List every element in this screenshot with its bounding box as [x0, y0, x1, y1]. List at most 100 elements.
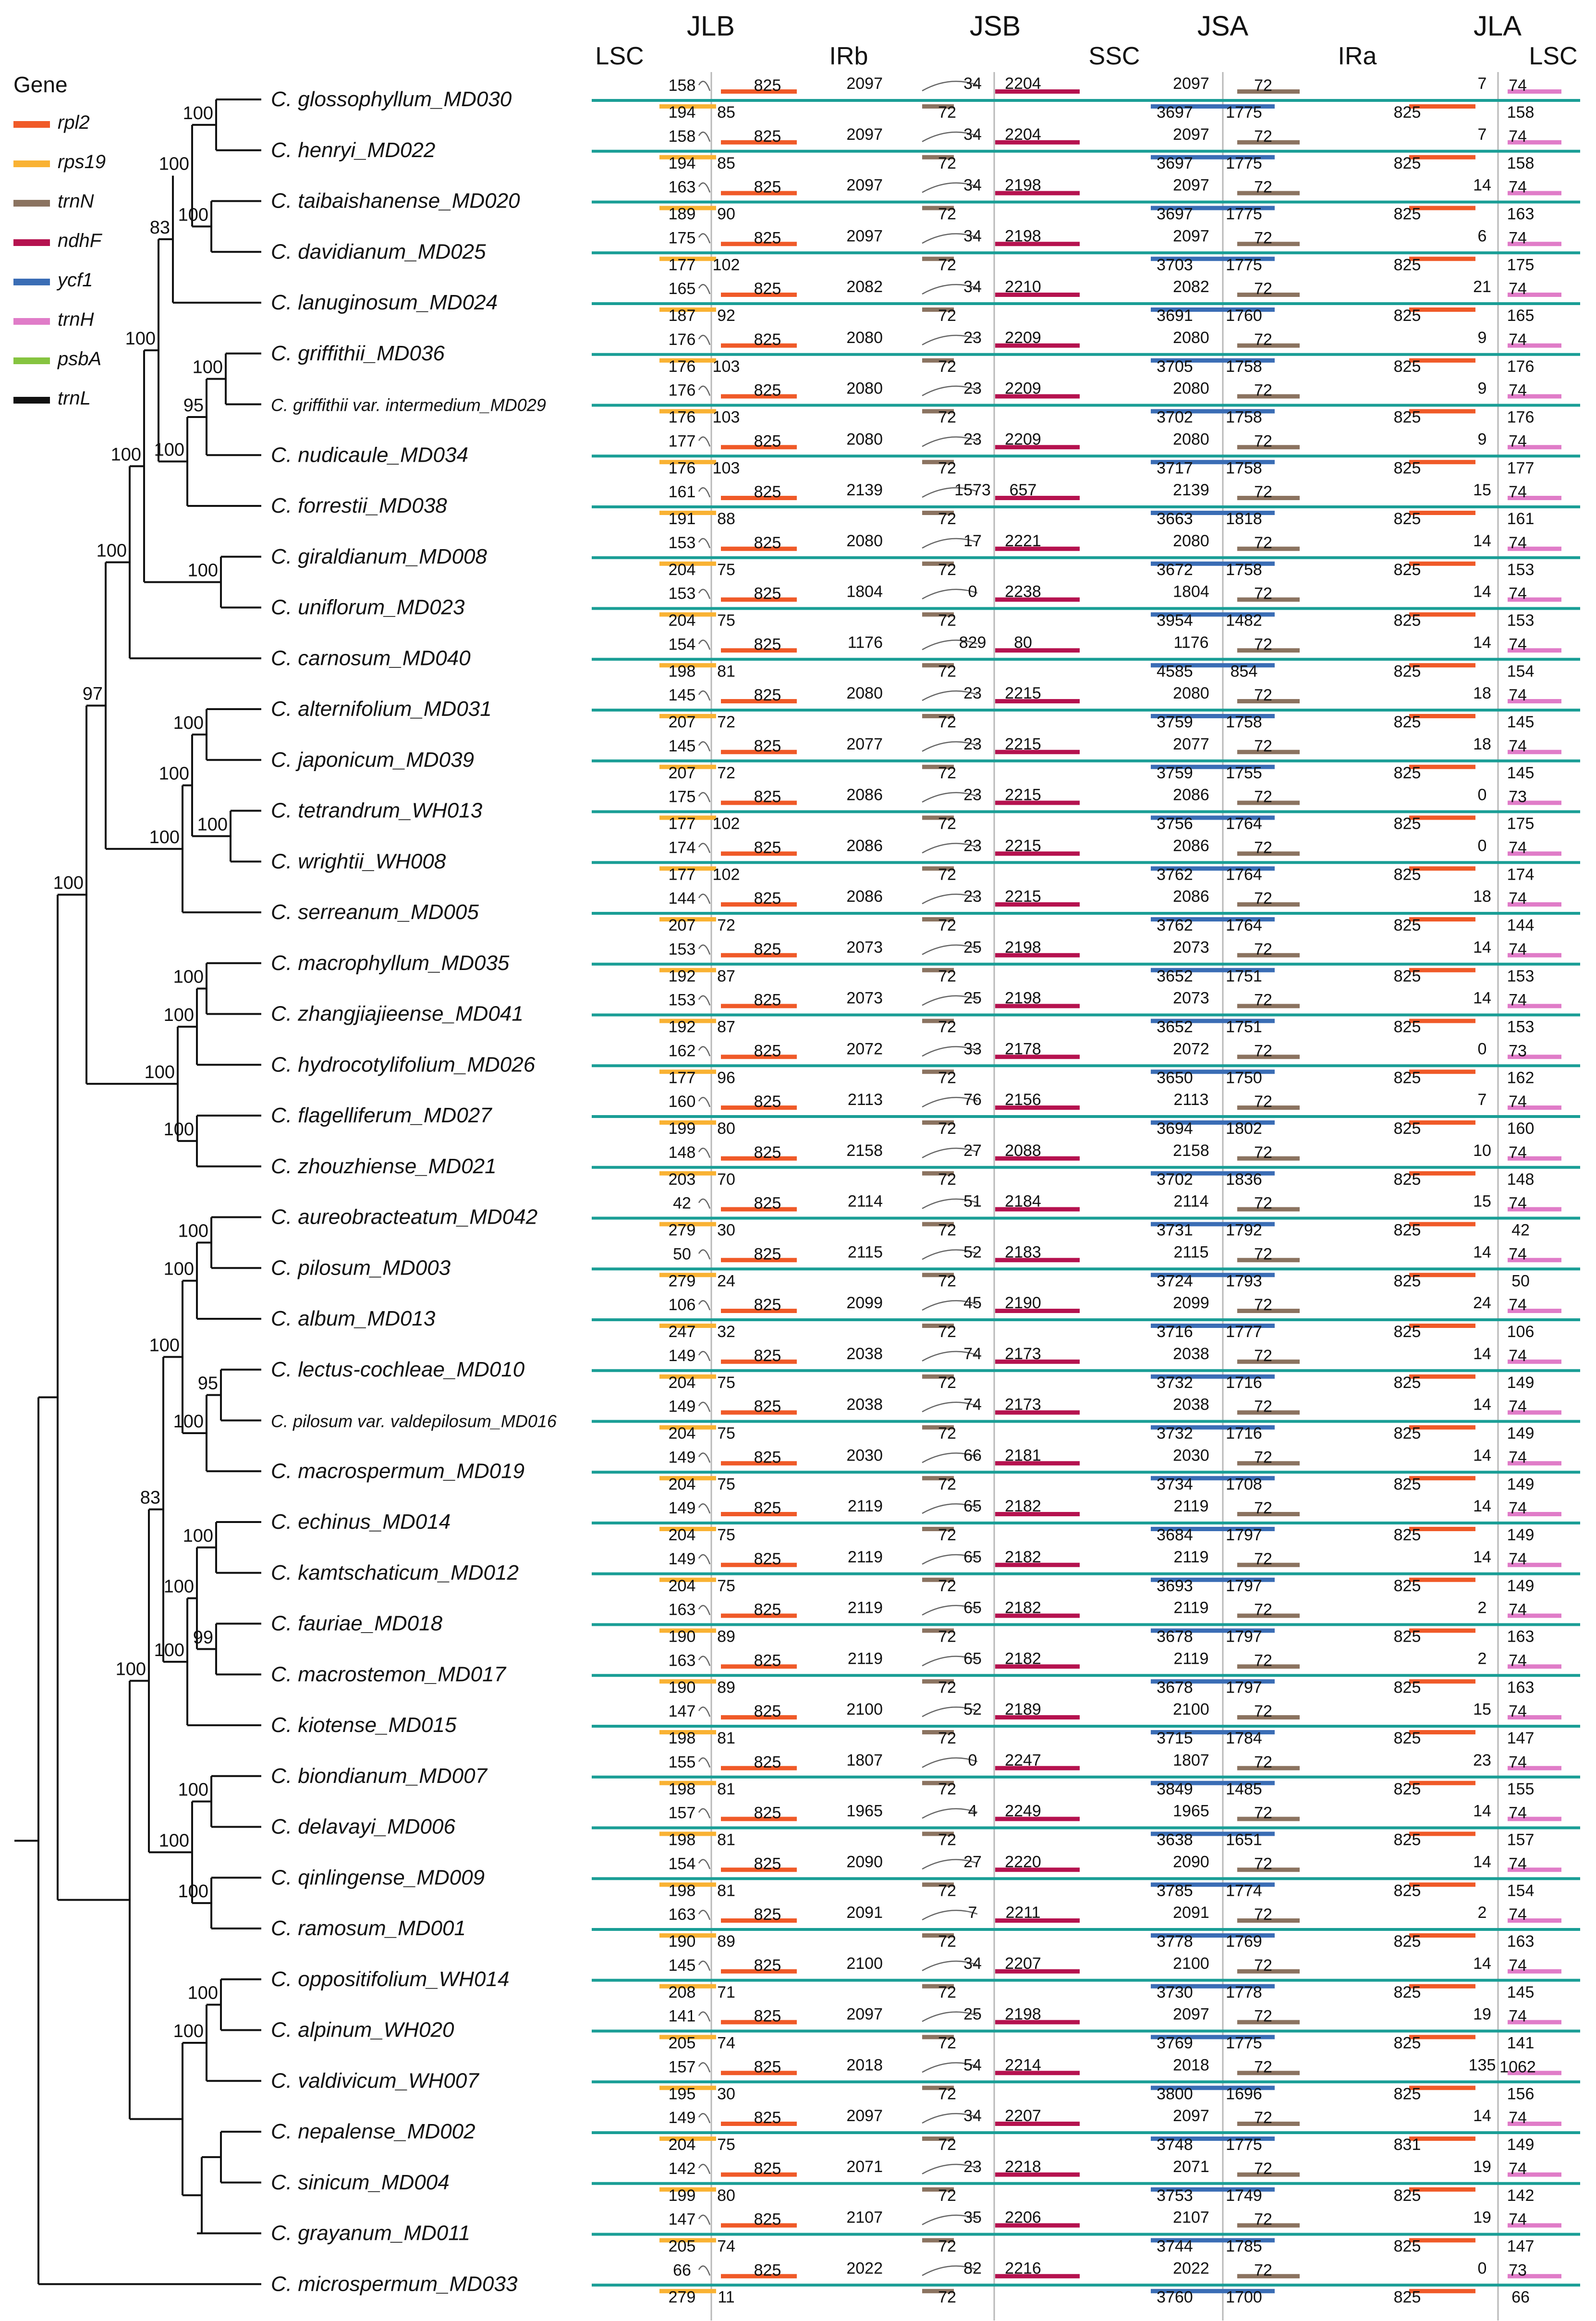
rps19-ir-length: 102	[713, 865, 740, 884]
jsa-distance: 2119	[1173, 1548, 1208, 1566]
rpl2-ira-length: 825	[1394, 1628, 1421, 1646]
rpl2-length: 825	[754, 1499, 781, 1517]
rpl2-gene-bar	[721, 1969, 797, 1974]
genome-line	[592, 810, 1580, 813]
jlb-lsc-distance: 149	[669, 1499, 696, 1517]
rps19-gene-bar	[659, 764, 716, 769]
trnN-length: 72	[1254, 1194, 1272, 1213]
jla-lsc-distance: 142	[1507, 2186, 1535, 2205]
jlb-lsc-distance: 160	[669, 1093, 696, 1111]
jla-distance: 6	[1478, 227, 1487, 245]
genome-line	[592, 1064, 1580, 1068]
trnN-gene-bar	[1237, 1918, 1300, 1923]
jlb-lsc-distance: 175	[669, 229, 696, 247]
irb-length: 2080	[846, 684, 883, 702]
jla-distance: 15	[1473, 481, 1491, 499]
rpl2-length: 825	[754, 2007, 781, 2026]
rpl2-length: 825	[754, 686, 781, 704]
irb-arrow	[922, 233, 978, 244]
bootstrap-value: 100	[173, 1412, 204, 1432]
legend-label-ndhF: ndhF	[58, 230, 103, 251]
rps19-ir-length: 103	[713, 459, 740, 477]
genome-line	[592, 861, 1580, 864]
ndhF-length: 2156	[1005, 1091, 1041, 1109]
jla-distance: 7	[1478, 74, 1487, 93]
jlb-lsc-distance: 158	[669, 76, 696, 95]
jlb-lsc-distance: 153	[669, 991, 696, 1009]
rps19-lsc-length: 195	[669, 2085, 696, 2103]
trnN-gene-bar	[1237, 293, 1300, 297]
rps19-gene-bar	[659, 206, 716, 210]
trnN-irb-length: 72	[938, 1170, 956, 1189]
rps19-lsc-length: 176	[669, 357, 696, 376]
jsb-distance: 0	[968, 583, 977, 601]
jsb-distance: 52	[963, 1243, 982, 1261]
rps19-gene-bar	[659, 917, 716, 921]
rpl2-length: 825	[754, 1956, 781, 1975]
rpl2-ira-gene-bar	[1409, 2187, 1475, 2192]
irb-length: 2119	[848, 1548, 883, 1566]
taxon-label: C. ramosum_MD001	[271, 1916, 466, 1940]
ycf1-ir-length: 1775	[1226, 154, 1262, 172]
ycf1-gene-bar	[1151, 1882, 1275, 1887]
trnN-length: 72	[1254, 991, 1272, 1009]
genome-line	[592, 1420, 1580, 1423]
ycf1-ssc-length: 3724	[1157, 1272, 1193, 1290]
ycf1-ir-length: 1716	[1226, 1374, 1262, 1392]
trnN-gene-bar	[1237, 496, 1300, 500]
irb-arrow	[922, 792, 978, 803]
jla-distance: 19	[1473, 2005, 1491, 2024]
trnH-gene-bar	[1508, 1309, 1561, 1313]
bootstrap-value: 100	[164, 1005, 194, 1025]
trnH-gene-bar	[1508, 1207, 1561, 1212]
region-lsc-right-header: LSC	[1529, 42, 1577, 70]
ndhF-gene-bar	[995, 2223, 1080, 2228]
jsa-distance: 1965	[1173, 1802, 1209, 1820]
taxon-label: C. microspermum_MD033	[271, 2272, 518, 2296]
ndhF-gene-bar	[995, 1613, 1080, 1618]
bootstrap-value: 100	[145, 1062, 175, 1082]
jla-distance: 19	[1473, 2209, 1491, 2227]
rps19-gene-bar	[659, 866, 716, 871]
jla-lsc-distance: 141	[1507, 2034, 1535, 2052]
taxon-label: C. japonicum_MD039	[271, 748, 474, 772]
rps19-ir-length: 81	[717, 1780, 735, 1798]
rps19-gene-bar	[659, 561, 716, 566]
irb-arrow	[922, 1300, 978, 1311]
legend-label-trnN: trnN	[58, 191, 94, 212]
rpl2-ira-gene-bar	[1409, 1374, 1475, 1379]
irb-arrow	[922, 1960, 978, 1971]
rpl2-length: 825	[754, 940, 781, 958]
rps19-gene-bar	[659, 2187, 716, 2192]
jsa-distance: 2114	[1173, 1192, 1208, 1211]
jsa-distance: 2119	[1173, 1599, 1208, 1617]
rps19-ir-length: 103	[713, 357, 740, 376]
taxon-label: C. hydrocotylifolium_MD026	[271, 1053, 536, 1076]
trnN-gene-bar	[1237, 140, 1300, 145]
trnN-gene-bar	[1237, 648, 1300, 653]
trnH-length: 74	[1509, 1854, 1527, 1873]
bootstrap-value: 100	[178, 1780, 208, 1800]
ndhF-length: 2190	[1005, 1294, 1041, 1312]
jla-lsc-distance: 149	[1507, 1425, 1535, 1443]
jlb-lsc-distance: 66	[673, 2261, 691, 2279]
irb-arrow	[922, 1147, 978, 1158]
ycf1-gene-bar	[1151, 1425, 1275, 1430]
rpl2-gene-bar	[721, 1207, 797, 1212]
irb-arrow	[922, 538, 978, 549]
jsa-distance: 2097	[1173, 2107, 1209, 2125]
rps19-lsc-length: 177	[669, 865, 696, 884]
ndhF-length: 2178	[1005, 1040, 1041, 1058]
rpl2-gene-bar	[721, 1817, 797, 1821]
rpl2-gene-bar	[721, 749, 797, 754]
taxon-label: C. qinlingense_MD009	[271, 1866, 485, 1889]
trnN-length: 72	[1254, 1499, 1272, 1517]
ycf1-ir-length: 1792	[1226, 1221, 1262, 1240]
ycf1-ssc-length: 3678	[1157, 1678, 1193, 1696]
ycf1-ir-length: 1485	[1226, 1780, 1262, 1798]
trnN-irb-gene-bar	[922, 1730, 954, 1734]
jla-distance: 14	[1473, 1802, 1491, 1820]
ndhF-gene-bar	[995, 1969, 1080, 1974]
trnN-irb-gene-bar	[922, 460, 954, 465]
rpl2-ira-gene-bar	[1409, 1933, 1475, 1938]
